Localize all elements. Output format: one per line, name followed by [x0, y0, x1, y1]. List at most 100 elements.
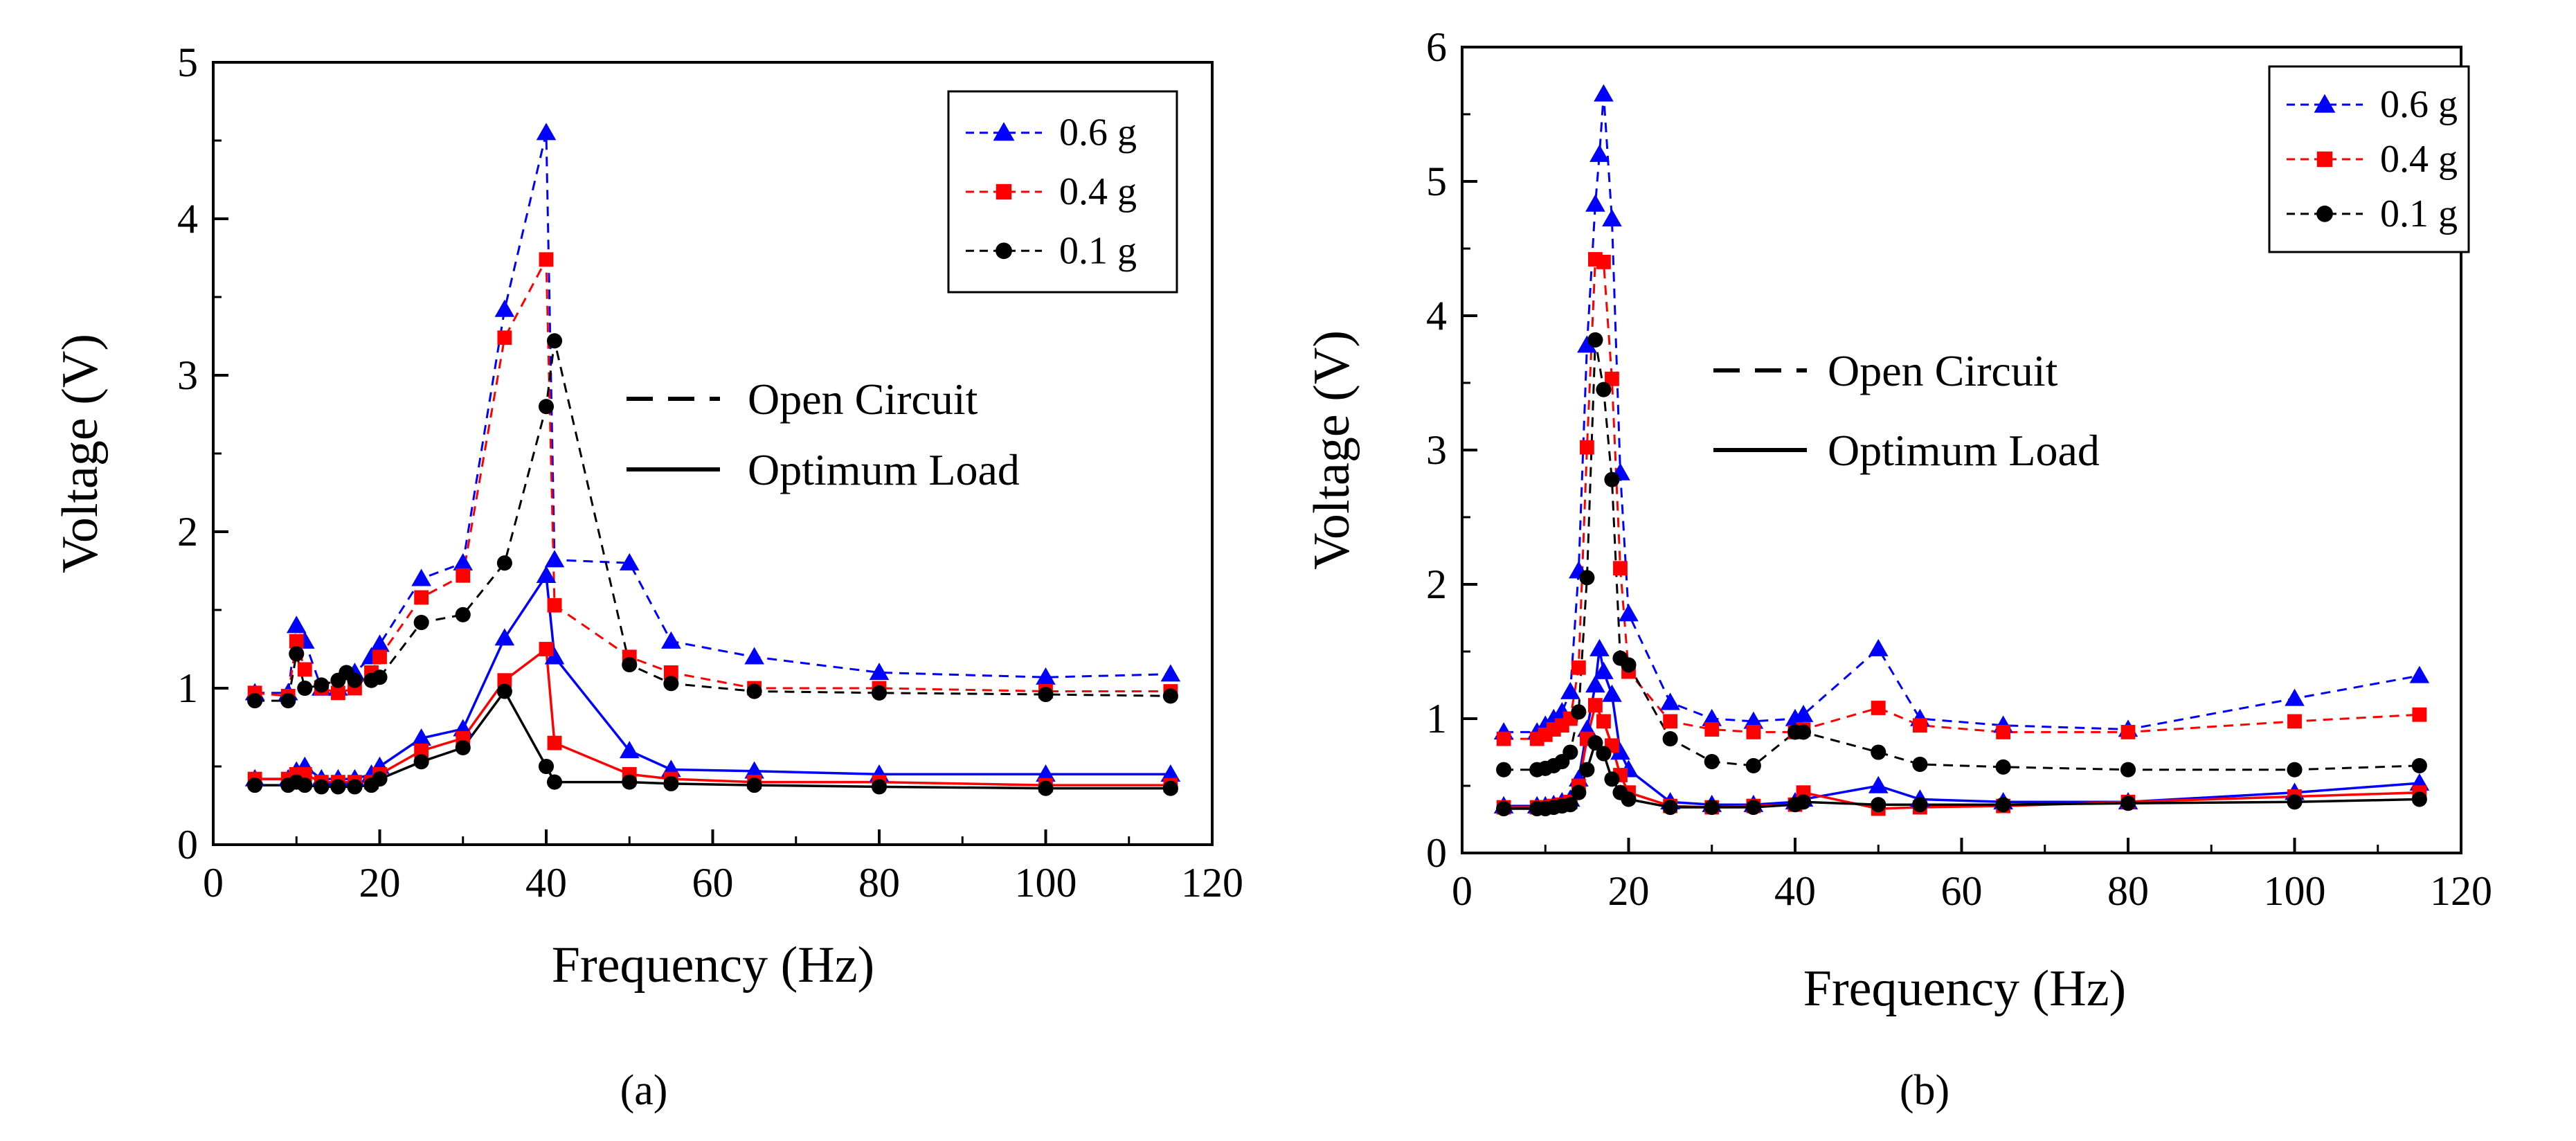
- x-axis-label-b: Frequency (Hz): [1803, 960, 2126, 1017]
- data-point-b-01g-dashed: [1496, 762, 1512, 778]
- data-point-b-06g-solid: [1602, 684, 1622, 702]
- data-point-b-06g-dashed: [1577, 335, 1597, 353]
- data-point-b-04g-dashed: [2412, 707, 2427, 722]
- data-point-b-01g-dashed: [1621, 657, 1637, 673]
- data-point-b-04g-dashed: [1704, 722, 1720, 737]
- y-tick-label-b: 3: [1426, 427, 1447, 473]
- data-point-a-04g-dashed: [456, 568, 471, 583]
- data-point-a-06g-dashed: [1160, 664, 1181, 682]
- data-point-b-06g-solid: [1610, 742, 1630, 760]
- data-point-a-01g-solid: [1162, 780, 1178, 796]
- y-tick-label-a: 1: [177, 665, 198, 711]
- data-point-b-06g-dashed: [1602, 209, 1622, 227]
- x-axis-label-a: Frequency (Hz): [552, 937, 874, 994]
- x-tick-label-b: 80: [2107, 868, 2149, 914]
- legend-label-b: 0.6 g: [2380, 83, 2458, 126]
- data-point-b-04g-dashed: [1912, 718, 1927, 733]
- data-point-b-01g-dashed: [1579, 570, 1595, 586]
- legend-label-a: 0.1 g: [1059, 229, 1137, 272]
- data-point-b-04g-solid: [1588, 698, 1603, 712]
- y-tick-label-b: 0: [1426, 830, 1447, 876]
- data-point-a-04g-dashed: [497, 330, 512, 345]
- data-point-a-01g-dashed: [297, 680, 313, 697]
- data-point-b-01g-solid: [1745, 799, 1761, 816]
- data-point-b-01g-solid: [1995, 797, 2011, 813]
- legend-label-a: 0.4 g: [1059, 170, 1137, 213]
- series-line-a-01g-dashed: [255, 340, 1171, 702]
- data-point-a-01g-dashed: [413, 615, 429, 631]
- x-tick-label-a: 60: [692, 860, 734, 906]
- data-point-b-01g-solid: [1496, 800, 1512, 817]
- data-point-b-01g-dashed: [1604, 471, 1620, 487]
- data-point-a-06g-solid: [1160, 764, 1181, 782]
- data-point-b-01g-solid: [1795, 794, 1812, 810]
- data-point-a-04g-solid: [497, 673, 512, 688]
- data-point-b-06g-solid: [1585, 675, 1605, 693]
- data-point-b-01g-dashed: [1562, 744, 1578, 760]
- data-point-b-06g-solid: [1868, 775, 1889, 793]
- data-point-a-04g-dashed: [297, 662, 312, 677]
- data-point-b-01g-solid: [2287, 794, 2303, 810]
- y-tick-label-a: 5: [177, 39, 198, 85]
- data-point-a-01g-dashed: [496, 555, 512, 571]
- data-point-a-04g-solid: [539, 642, 554, 656]
- x-tick-label-b: 40: [1774, 868, 1816, 914]
- data-point-a-04g-solid: [547, 735, 562, 751]
- y-tick-label-b: 5: [1426, 159, 1447, 204]
- data-point-a-04g-dashed: [663, 665, 678, 680]
- data-point-a-01g-dashed: [871, 685, 888, 701]
- data-point-b-06g-dashed: [2409, 665, 2430, 683]
- data-point-b-06g-dashed: [1702, 708, 1722, 726]
- line-style-legend-a: Open Circuit Optimum Load: [627, 375, 1020, 494]
- data-point-a-06g-solid: [1036, 764, 1056, 782]
- data-point-b-01g-solid: [1662, 799, 1678, 816]
- legend-label-a: 0.6 g: [1059, 111, 1137, 154]
- data-point-a-04g-dashed: [547, 598, 562, 613]
- data-point-a-01g-dashed: [247, 693, 263, 709]
- series-line-b-01g-dashed: [1504, 339, 2420, 771]
- data-point-b-01g-dashed: [1871, 744, 1886, 760]
- data-point-b-06g-dashed: [1743, 711, 1764, 729]
- data-point-b-01g-solid: [1579, 762, 1595, 778]
- data-point-b-06g-dashed: [1594, 84, 1614, 102]
- data-point-b-06g-dashed: [1589, 144, 1610, 162]
- data-point-b-04g-dashed: [2120, 725, 2136, 739]
- data-point-b-06g-dashed: [1619, 604, 1639, 622]
- data-point-b-04g-dashed: [1579, 440, 1594, 455]
- x-tick-label-a: 0: [203, 860, 224, 906]
- data-point-a-06g-dashed: [661, 631, 681, 649]
- data-point-a-04g-dashed: [372, 649, 387, 665]
- data-point-a-01g-solid: [871, 779, 888, 795]
- line-style-label-open-circuit-b: Open Circuit: [1828, 346, 2058, 395]
- legend-marker-b: [2316, 151, 2333, 168]
- data-point-b-01g-dashed: [1995, 759, 2011, 775]
- y-tick-label-a: 0: [177, 822, 198, 868]
- series-line-a-04g-solid: [255, 647, 1171, 787]
- data-point-a-01g-solid: [330, 779, 346, 795]
- data-point-b-06g-dashed: [2285, 688, 2305, 706]
- data-point-b-01g-solid: [1562, 797, 1578, 813]
- x-tick-label-a: 80: [858, 860, 900, 906]
- data-point-a-06g-solid: [536, 565, 557, 584]
- data-point-b-01g-solid: [1604, 771, 1620, 787]
- legend-a: 0.6 g 0.4 g 0.1 g: [947, 90, 1178, 294]
- data-point-a-01g-solid: [622, 774, 638, 790]
- data-point-b-04g-dashed: [1871, 701, 1886, 715]
- data-point-a-01g-solid: [347, 779, 363, 795]
- data-point-b-06g-dashed: [1793, 704, 1814, 722]
- panel-a: 0 20 40 60 80 100 120 0 1 2 3 4 5 Voltage (V) Freque…: [52, 39, 1243, 1114]
- panel-b: 0 20 40 60 80 100 120 0 1 2 3 4 5 6 Voltage (V) Frequ…: [1304, 24, 2492, 1114]
- data-point-b-01g-dashed: [1571, 704, 1587, 720]
- data-point-a-01g-dashed: [746, 683, 762, 699]
- data-point-a-01g-dashed: [372, 670, 388, 685]
- series-line-b-01g-solid: [1504, 740, 2420, 810]
- line-style-label-open-circuit-a: Open Circuit: [748, 375, 978, 424]
- data-point-b-01g-dashed: [1795, 724, 1812, 740]
- data-point-a-06g-dashed: [453, 552, 474, 570]
- y-tick-label-a: 2: [177, 509, 198, 555]
- data-point-a-01g-solid: [413, 754, 429, 770]
- data-point-a-06g-solid: [544, 647, 565, 665]
- data-point-b-04g-dashed: [1663, 714, 1678, 729]
- data-point-b-01g-dashed: [1745, 757, 1761, 773]
- x-tick-label-b: 120: [2430, 868, 2492, 914]
